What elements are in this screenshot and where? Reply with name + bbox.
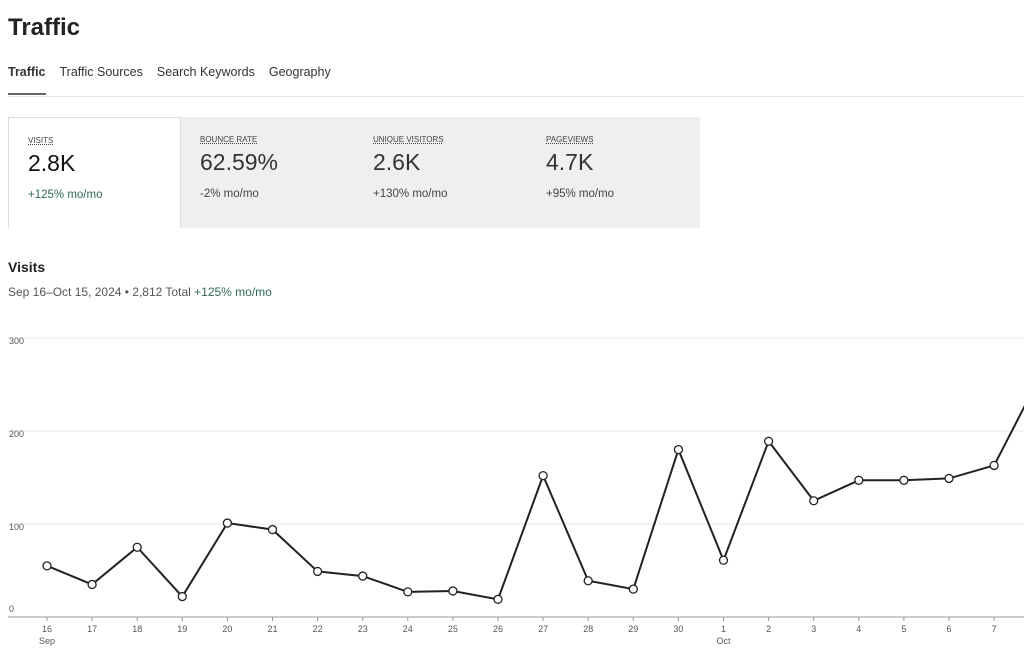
x-tick-label: 20 [222,624,232,634]
x-tick-label: 2 [766,624,771,634]
tabs: Traffic Traffic Sources Search Keywords Geo… [8,65,331,95]
point [673,444,684,455]
metric-value: 2.8K [28,150,76,176]
tab[interactable]: Search Keywords [156,65,255,79]
x-tick-label: 3 [811,624,816,634]
point [989,460,999,471]
y-tick-label: 0 [9,604,14,614]
x-tick-label: 28 [583,624,593,634]
x-tick-label: 7 [992,624,997,634]
point [358,571,368,581]
point [403,587,413,597]
metric-card[interactable]: VISITS 2.8K +125% mo/mo [8,117,181,228]
x-tick-label: 18 [132,624,142,634]
x-tick-label: 21 [267,624,277,634]
metric-value: 2.6K [373,149,421,175]
metric-cards: VISITS 2.8K +125% mo/mo BOUNCE RATE 62.59% -2… [8,117,700,228]
point [87,579,97,590]
y-tick-label: 300 [9,336,24,346]
point [312,566,323,577]
tab[interactable]: Geography [268,65,331,79]
point [42,561,52,571]
metric-change: +95% mo/mo [546,188,615,200]
point [538,470,548,481]
point [809,496,819,506]
point [854,475,864,485]
metric-label: BOUNCE RATE [200,135,258,144]
x-tick-label: 30 [673,624,683,634]
metric-value: 4.7K [546,149,594,175]
metric-card[interactable]: BOUNCE RATE 62.59% -2% mo/mo [181,117,354,228]
x-tick-label: 16 [42,624,52,634]
point [267,524,278,535]
x-tick-label: 22 [313,624,323,634]
point [583,576,593,586]
tab[interactable]: Traffic [8,65,46,95]
metric-value: 62.59% [200,149,279,175]
point [448,586,458,596]
x-tick-label: 5 [901,624,906,634]
chart-change: +125% mo/mo [194,285,272,299]
point [763,436,774,446]
tab[interactable]: Traffic Sources [59,65,143,79]
line [46,405,1024,601]
metric-change: +130% mo/mo [373,188,448,200]
month-label: Oct [716,636,731,646]
x-tick-label: 4 [856,624,861,634]
chart-subtitle-row: Sep 16–Oct 15, 2024 • 2,812 Total +125% … [8,285,272,299]
metric-label: PAGEVIEWS [546,135,594,144]
y-tick-label: 200 [9,429,24,439]
x-tick-label: 29 [628,624,638,634]
metric-change: +125% mo/mo [28,189,103,201]
chart-subtitle: Sep 16–Oct 15, 2024 • 2,812 Total [8,285,191,299]
point [177,591,187,602]
chart-title: Visits [8,259,46,275]
y-tick-label: 100 [9,522,24,532]
x-tick-label: 19 [177,624,187,634]
x-tick-label: 24 [403,624,413,634]
x-tick-label: 26 [493,624,503,634]
month-label: Sep [39,636,55,646]
metric-change: -2% mo/mo [200,188,259,200]
metric-card[interactable]: UNIQUE VISITORS 2.6K +130% mo/mo [354,117,527,228]
metric-card[interactable]: PAGEVIEWS 4.7K +95% mo/mo [527,117,700,228]
x-tick-label: 1 [721,624,726,634]
x-tick-label: 27 [538,624,548,634]
point [493,594,503,604]
separator [8,96,1024,97]
metric-label: VISITS [28,136,54,145]
point [132,542,142,552]
metric-label: UNIQUE VISITORS [373,135,444,144]
x-tick-label: 25 [448,624,458,634]
point [628,584,638,594]
x-tick-label: 17 [87,624,97,634]
page-title: Traffic [8,14,81,41]
point [718,555,729,565]
point [222,518,233,528]
x-tick-label: 23 [358,624,368,634]
point [899,475,909,485]
x-tick-label: 6 [946,624,951,634]
point [944,473,954,484]
